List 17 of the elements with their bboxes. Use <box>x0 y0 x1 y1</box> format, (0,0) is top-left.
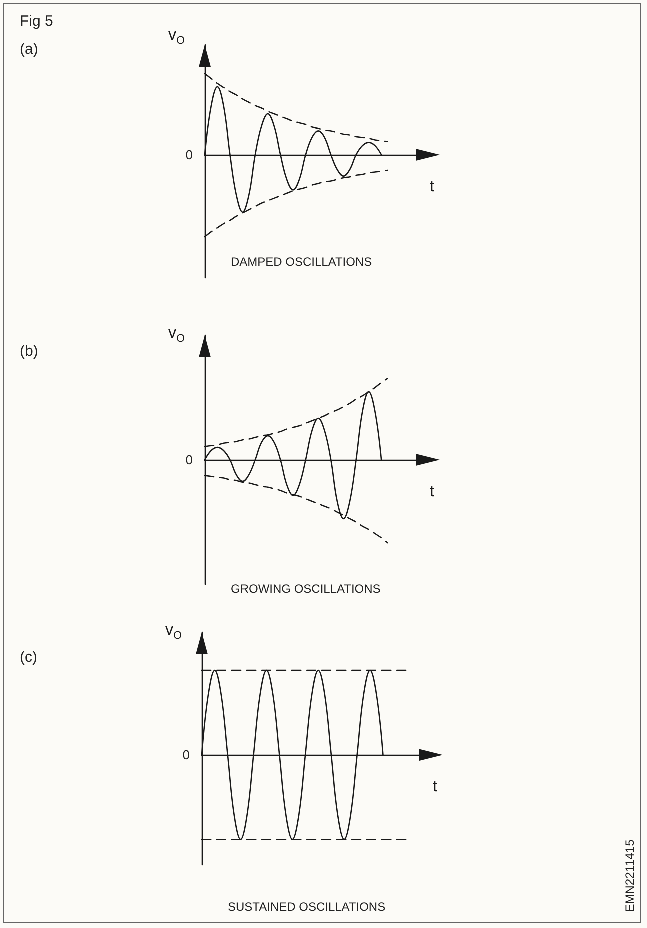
x-axis-title: t <box>430 178 435 196</box>
text: 0 <box>186 147 193 162</box>
text: (c) <box>20 649 38 666</box>
caption: Fig 5 <box>20 13 54 30</box>
text: GROWING OSCILLATIONS <box>231 582 381 596</box>
text: (a) <box>20 41 38 58</box>
x-axis-title: t <box>433 778 438 796</box>
text: SUSTAINED OSCILLATIONS <box>228 900 386 914</box>
text: 0 <box>186 452 193 468</box>
y-axis-title: v$_{O}$ <box>168 325 185 346</box>
text: DAMPED OSCILLATIONS <box>231 255 372 269</box>
text: (b) <box>20 343 38 360</box>
x-axis-title: t <box>430 484 435 500</box>
y-axis-title: v$_{O}$ <box>165 622 182 642</box>
y-axis-title: v$_{O}$ <box>168 26 185 48</box>
text: 0 <box>182 748 190 763</box>
text: EMN2211415 <box>623 839 637 912</box>
